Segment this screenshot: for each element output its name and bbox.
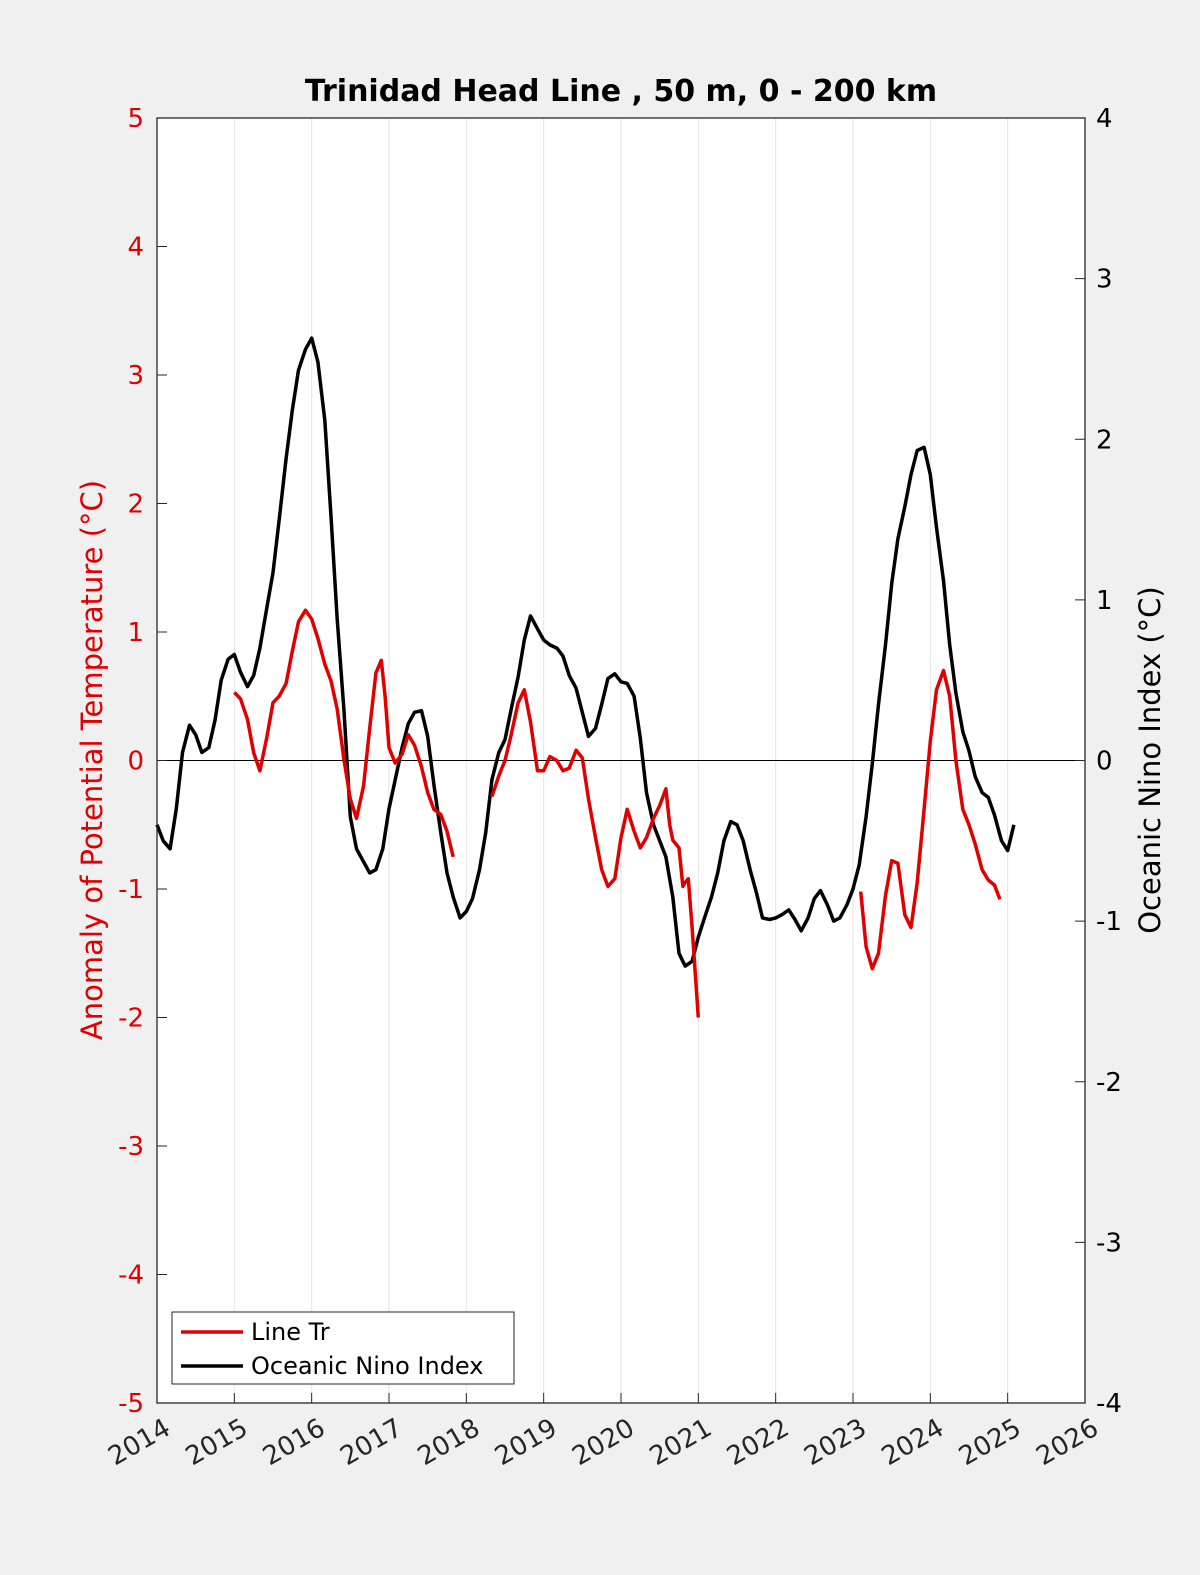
legend-box — [171, 1311, 515, 1385]
x-tick-label: 2018 — [413, 1413, 485, 1472]
right-y-tick-label: 3 — [1096, 265, 1113, 295]
x-axis-tick-labels: 2014 2015 2016 2017 2018 2019 2020 2021 2022 2023… — [103, 1413, 1103, 1472]
right-y-tick-label: -2 — [1096, 1068, 1122, 1098]
left-axis-tick-labels: 5 4 3 2 1 0 -1 -2 -3 -4 -5 — [118, 104, 144, 1419]
x-tick-label: 2024 — [877, 1413, 949, 1472]
x-tick-label: 2017 — [335, 1413, 407, 1472]
left-y-tick-label: -1 — [118, 875, 144, 905]
x-tick-label: 2019 — [490, 1413, 562, 1472]
right-y-tick-label: 1 — [1096, 586, 1113, 616]
legend-line-tr-label: Line Tr — [251, 1318, 330, 1346]
x-tick-label: 2014 — [103, 1413, 175, 1472]
left-y-tick-label: 2 — [127, 490, 144, 520]
right-axis-tick-labels: 4 3 2 1 0 -1 -2 -3 -4 — [1096, 104, 1122, 1419]
right-y-tick-label: -1 — [1096, 907, 1122, 937]
line-tr-segment — [858, 668, 1002, 971]
x-tick-label: 2025 — [954, 1413, 1026, 1472]
legend: Line Tr Oceanic Nino Index — [171, 1311, 515, 1385]
right-y-tick-label: 0 — [1096, 747, 1113, 777]
legend-oni-label: Oceanic Nino Index — [251, 1352, 483, 1380]
x-tick-label: 2021 — [645, 1413, 717, 1472]
tick-marks — [156, 117, 1086, 1404]
oni-series — [155, 336, 1016, 968]
left-y-tick-label: -2 — [118, 1004, 144, 1034]
oni-line — [155, 336, 1016, 968]
x-tick-label: 2020 — [567, 1413, 639, 1472]
left-y-tick-label: 4 — [127, 233, 144, 263]
x-tick-label: 2022 — [722, 1413, 794, 1472]
left-y-tick-label: 0 — [127, 747, 144, 777]
chart-title: Trinidad Head Line , 50 m, 0 - 200 km — [305, 74, 937, 109]
right-y-tick-label: -3 — [1096, 1228, 1122, 1258]
x-tick-label: 2026 — [1031, 1413, 1103, 1472]
right-axis-label: Oceanic Nino Index (°C) — [1133, 586, 1167, 934]
left-y-tick-label: 5 — [127, 104, 144, 134]
left-y-tick-label: -4 — [118, 1261, 144, 1291]
left-y-tick-label: 3 — [127, 361, 144, 391]
right-y-tick-label: -4 — [1096, 1389, 1122, 1419]
right-y-tick-label: 2 — [1096, 425, 1113, 455]
left-axis-label: Anomaly of Potential Temperature (°C) — [75, 480, 109, 1040]
line-tr-series — [233, 608, 1002, 1018]
x-tick-label: 2016 — [258, 1413, 330, 1472]
left-y-tick-label: -3 — [118, 1132, 144, 1162]
line-tr-segment — [233, 608, 455, 858]
right-y-tick-label: 4 — [1096, 104, 1113, 134]
x-tick-label: 2023 — [799, 1413, 871, 1472]
line-tr-segment — [490, 688, 701, 1018]
left-y-tick-label: 1 — [127, 618, 144, 648]
left-y-tick-label: -5 — [118, 1389, 144, 1419]
x-tick-label: 2015 — [181, 1413, 253, 1472]
